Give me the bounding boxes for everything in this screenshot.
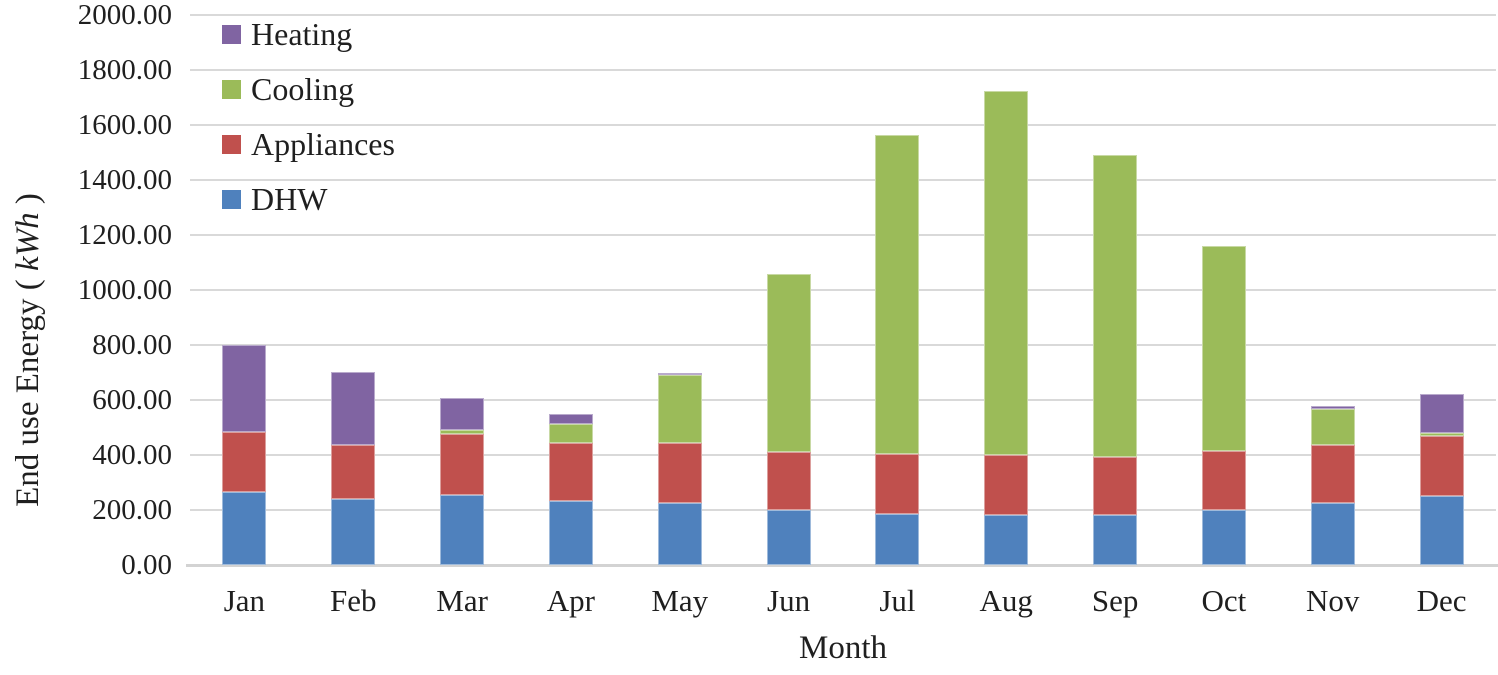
- x-tick-label: Aug: [979, 583, 1033, 618]
- y-tick-label: 1200.00: [77, 219, 172, 251]
- y-tick-label: 1400.00: [77, 164, 172, 196]
- gridline: [190, 509, 1496, 511]
- bar-segment-dhw-oct: [1201, 510, 1246, 565]
- x-axis-line: [186, 564, 1498, 567]
- legend-swatch-heating: [222, 24, 241, 44]
- bar-segment-dhw-nov: [1310, 503, 1355, 565]
- x-tick-label: Apr: [546, 583, 596, 618]
- bar-segment-heating-apr: [548, 414, 593, 425]
- bar-segment-dhw-jul: [875, 514, 920, 565]
- y-tick-label: 1800.00: [77, 54, 172, 86]
- bar-segment-heating-dec: [1419, 393, 1464, 433]
- legend-label: Appliances: [251, 126, 395, 162]
- bar-segment-cooling-sep: [1093, 155, 1138, 458]
- x-tick-label: Jul: [879, 583, 916, 618]
- gridline: [190, 124, 1496, 126]
- bar-segment-dhw-may: [657, 503, 702, 565]
- legend-swatch-cooling: [222, 79, 241, 99]
- legend-item-appliances: Appliances: [222, 122, 395, 166]
- bar-segment-dhw-sep: [1093, 515, 1138, 565]
- legend-swatch-dhw: [222, 189, 241, 209]
- y-tick-label: 2000.00: [77, 0, 172, 31]
- gridline: [190, 289, 1496, 291]
- y-tick-label: 1600.00: [77, 109, 172, 141]
- x-tick-label: Jan: [223, 583, 266, 618]
- bar-segment-heating-feb: [331, 371, 376, 445]
- bar-segment-cooling-mar: [440, 430, 485, 435]
- bar-segment-appliances-nov: [1310, 445, 1355, 504]
- bar-segment-appliances-oct: [1201, 450, 1246, 510]
- x-tick-label: Sep: [1091, 583, 1139, 618]
- y-tick-label: 200.00: [92, 494, 172, 526]
- legend-label: DHW: [251, 181, 328, 217]
- x-tick-label: Oct: [1201, 583, 1247, 618]
- bar-segment-cooling-jun: [766, 273, 811, 452]
- x-tick-label: Jun: [767, 583, 811, 618]
- bar-segment-dhw-dec: [1419, 495, 1464, 565]
- bar-segment-appliances-jul: [875, 454, 920, 515]
- bar-segment-heating-mar: [440, 397, 485, 431]
- bar-segment-heating-jan: [222, 345, 267, 433]
- bar-segment-dhw-mar: [440, 494, 485, 565]
- bar-segment-cooling-may: [657, 374, 702, 444]
- gridline: [190, 179, 1496, 181]
- legend-item-heating: Heating: [222, 12, 352, 56]
- y-tick-label: 600.00: [92, 384, 172, 416]
- bar-segment-cooling-nov: [1310, 408, 1355, 446]
- legend-label: Cooling: [251, 71, 355, 107]
- bar-segment-appliances-feb: [331, 444, 376, 500]
- bar-segment-cooling-aug: [984, 91, 1029, 455]
- x-tick-label: Dec: [1416, 583, 1467, 618]
- bar-segment-appliances-dec: [1419, 435, 1464, 496]
- x-tick-label: Mar: [436, 583, 488, 618]
- bar-segment-appliances-jun: [766, 451, 811, 510]
- bar-segment-appliances-may: [657, 443, 702, 504]
- x-axis-title: Month: [798, 630, 887, 666]
- bar-segment-cooling-oct: [1201, 246, 1246, 451]
- bar-segment-heating-may: [657, 372, 702, 375]
- y-tick-label: 800.00: [92, 329, 172, 361]
- bar-segment-appliances-sep: [1093, 457, 1138, 516]
- y-tick-label: 1000.00: [77, 274, 172, 306]
- x-tick-label: Feb: [330, 583, 377, 618]
- bar-segment-dhw-aug: [984, 514, 1029, 565]
- legend-label: Heating: [251, 16, 353, 52]
- bar-segment-dhw-apr: [548, 500, 593, 565]
- y-tick-label: 400.00: [92, 439, 172, 471]
- gridline: [190, 344, 1496, 346]
- legend-swatch-appliances: [222, 134, 241, 154]
- legend-item-dhw: DHW: [222, 177, 327, 221]
- bar-segment-appliances-apr: [548, 443, 593, 501]
- bar-segment-appliances-jan: [222, 432, 267, 492]
- gridline: [190, 69, 1496, 71]
- bar-segment-dhw-feb: [331, 499, 376, 565]
- x-tick-label: May: [651, 583, 709, 618]
- gridline: [190, 454, 1496, 456]
- bar-segment-dhw-jan: [222, 491, 267, 565]
- x-tick-label: Nov: [1306, 583, 1360, 618]
- bar-segment-appliances-mar: [440, 434, 485, 495]
- bar-segment-cooling-apr: [548, 424, 593, 444]
- gridline: [190, 234, 1496, 236]
- bar-segment-heating-nov: [1310, 406, 1355, 409]
- legend-item-cooling: Cooling: [222, 67, 354, 111]
- y-tick-label: 0.00: [121, 549, 172, 581]
- bar-segment-appliances-aug: [984, 455, 1029, 515]
- gridline: [190, 14, 1496, 16]
- bar-segment-cooling-dec: [1419, 432, 1464, 436]
- bar-segment-cooling-jul: [875, 134, 920, 455]
- bar-segment-dhw-jun: [766, 510, 811, 565]
- gridline: [190, 399, 1496, 401]
